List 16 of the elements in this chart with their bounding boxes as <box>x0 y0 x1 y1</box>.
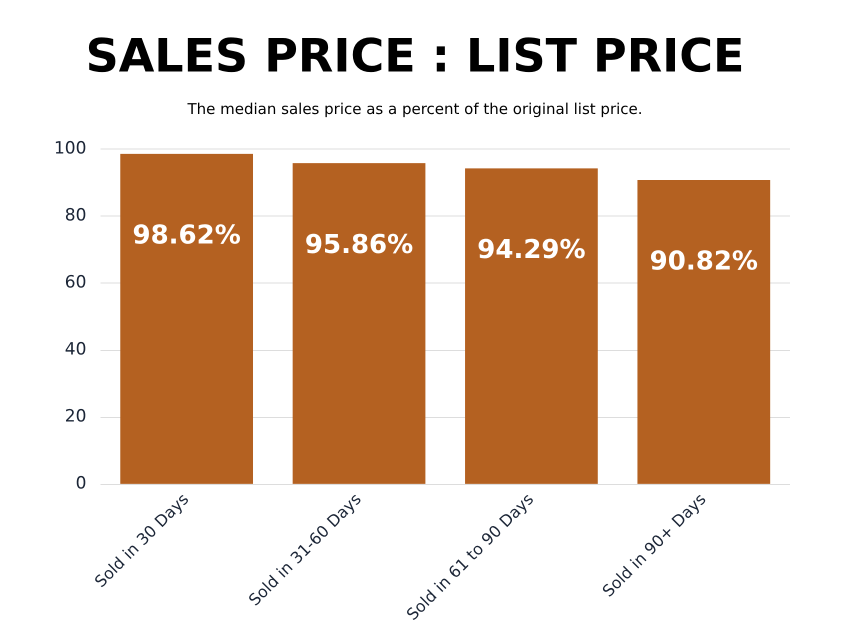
data-label: 98.62% <box>132 220 241 251</box>
bar <box>465 168 598 484</box>
y-tick-label: 20 <box>64 406 86 427</box>
y-tick-label: 80 <box>64 206 86 226</box>
data-label: 94.29% <box>477 235 586 266</box>
y-tick-label: 60 <box>64 272 86 293</box>
data-label: 90.82% <box>650 246 758 277</box>
data-label: 95.86% <box>304 230 414 260</box>
y-tick-label: 40 <box>64 340 86 360</box>
chart-subtitle: The median sales price as a percent of the original list price. <box>186 100 643 118</box>
bar <box>120 154 254 484</box>
y-tick-label: 100 <box>54 138 86 159</box>
bar <box>637 180 770 484</box>
chart-title: SALES PRICE : LIST PRICE <box>86 28 744 83</box>
bar <box>292 163 426 484</box>
y-tick-label: 0 <box>76 474 86 494</box>
